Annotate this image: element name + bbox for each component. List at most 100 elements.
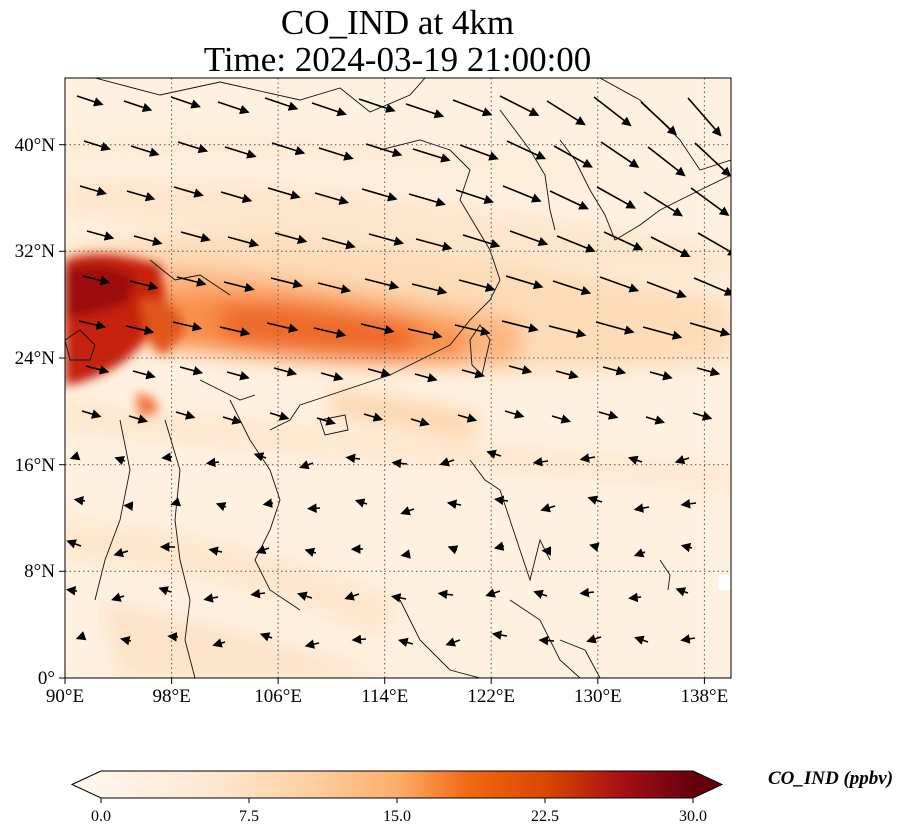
wind-arrow xyxy=(645,415,666,425)
wind-arrow xyxy=(499,95,540,116)
wind-arrow xyxy=(175,410,196,420)
wind-arrow xyxy=(504,409,525,419)
wind-arrow xyxy=(447,545,459,555)
wind-arrow xyxy=(640,101,678,136)
wind-arrow xyxy=(485,588,501,598)
wind-arrow xyxy=(262,498,274,508)
wind-arrow xyxy=(361,188,398,202)
wind-arrow xyxy=(690,187,730,217)
wind-arrow xyxy=(689,322,731,337)
wind-arrow xyxy=(643,191,683,217)
wind-arrow xyxy=(540,503,556,513)
colorbar-gradient xyxy=(101,771,693,798)
wind-arrow xyxy=(82,275,111,286)
wind-arrow xyxy=(367,368,392,378)
wind-arrow xyxy=(493,541,505,551)
wind-arrow xyxy=(548,325,587,338)
wind-arrow xyxy=(642,326,683,340)
wind-arrow xyxy=(589,542,600,552)
wind-arrow xyxy=(697,232,731,256)
wind-arrow xyxy=(400,549,411,559)
wind-arrow xyxy=(674,455,690,465)
wind-arrow xyxy=(549,190,589,210)
lon-label-138: 138°E xyxy=(681,686,729,707)
colorbar-extend-min xyxy=(72,771,101,798)
wind-arrow xyxy=(255,545,270,555)
wind-arrow xyxy=(219,326,251,337)
wind-arrow xyxy=(680,634,696,644)
wind-arrow xyxy=(85,365,110,375)
wind-arrow xyxy=(696,367,721,377)
wind-arrow xyxy=(391,458,408,469)
wind-arrow xyxy=(579,453,596,463)
wind-arrow xyxy=(600,141,640,168)
wind-arrow xyxy=(212,638,226,648)
wind-arrow xyxy=(398,637,414,648)
wind-arrow xyxy=(79,185,107,196)
wind-arrow xyxy=(304,547,317,557)
wind-arrow xyxy=(299,460,314,470)
colorbar-tick-1: 7.5 xyxy=(239,808,259,825)
lon-label-98: 98°E xyxy=(152,686,190,707)
co-concentration-field xyxy=(65,78,731,678)
colorbar-tick-0: 0.0 xyxy=(91,808,111,825)
wind-arrow xyxy=(360,323,395,335)
wind-arrow xyxy=(446,499,462,509)
colorbar-tick-4: 30.0 xyxy=(679,808,707,825)
wind-arrow xyxy=(555,370,579,380)
wind-arrow xyxy=(405,103,445,119)
wind-arrow xyxy=(586,634,602,644)
wind-arrow xyxy=(86,230,115,241)
wind-arrow xyxy=(415,238,453,251)
wind-arrow xyxy=(546,100,586,126)
wind-arrow xyxy=(687,97,722,137)
wind-arrow xyxy=(320,372,344,382)
wind-arrow xyxy=(317,282,352,294)
wind-arrow xyxy=(73,495,86,506)
wind-arrow xyxy=(452,99,493,117)
wind-arrow xyxy=(220,191,253,204)
wind-arrow xyxy=(457,413,478,423)
wind-arrow xyxy=(354,498,368,508)
wind-arrow xyxy=(410,417,430,427)
wind-arrow xyxy=(250,588,266,599)
lat-label-0: 0° xyxy=(38,668,55,689)
wind-arrow xyxy=(172,321,203,332)
wind-arrow xyxy=(297,591,313,601)
wind-arrow xyxy=(111,592,125,602)
wind-arrow xyxy=(123,501,134,511)
wind-arrow xyxy=(203,593,219,603)
wind-arrow xyxy=(505,275,544,290)
wind-arrow xyxy=(318,147,354,161)
wind-arrow xyxy=(271,142,306,156)
wind-arrow xyxy=(83,140,111,152)
wind-arrow xyxy=(538,635,555,646)
wind-arrow xyxy=(222,415,243,425)
wind-arrow xyxy=(587,495,603,505)
wind-arrow xyxy=(390,593,407,603)
wind-arrow xyxy=(486,449,502,459)
lat-label-24: 24°N xyxy=(15,348,56,369)
colorbar-title: CO_IND (ppbv) xyxy=(768,768,894,789)
wind-arrow xyxy=(170,497,181,507)
wind-arrow xyxy=(133,235,163,246)
wind-arrow xyxy=(158,586,172,596)
wind-arrow xyxy=(502,185,542,203)
wind-arrow xyxy=(180,231,211,243)
wind-arrow xyxy=(533,589,548,599)
wind-arrow xyxy=(267,187,301,200)
wind-arrow xyxy=(602,366,627,376)
wind-arrow xyxy=(646,281,687,299)
wind-arrow xyxy=(649,371,673,381)
wind-arrow xyxy=(598,410,619,420)
wind-arrow xyxy=(454,324,491,336)
wind-arrow xyxy=(316,416,336,426)
wind-arrow xyxy=(368,233,405,246)
wind-arrow xyxy=(344,591,360,601)
colorbar-tick-3: 22.5 xyxy=(531,808,559,825)
wind-arrow xyxy=(692,411,713,421)
wind-arrow xyxy=(167,632,179,642)
wind-arrow xyxy=(113,547,129,558)
wind-arrow xyxy=(161,452,173,462)
